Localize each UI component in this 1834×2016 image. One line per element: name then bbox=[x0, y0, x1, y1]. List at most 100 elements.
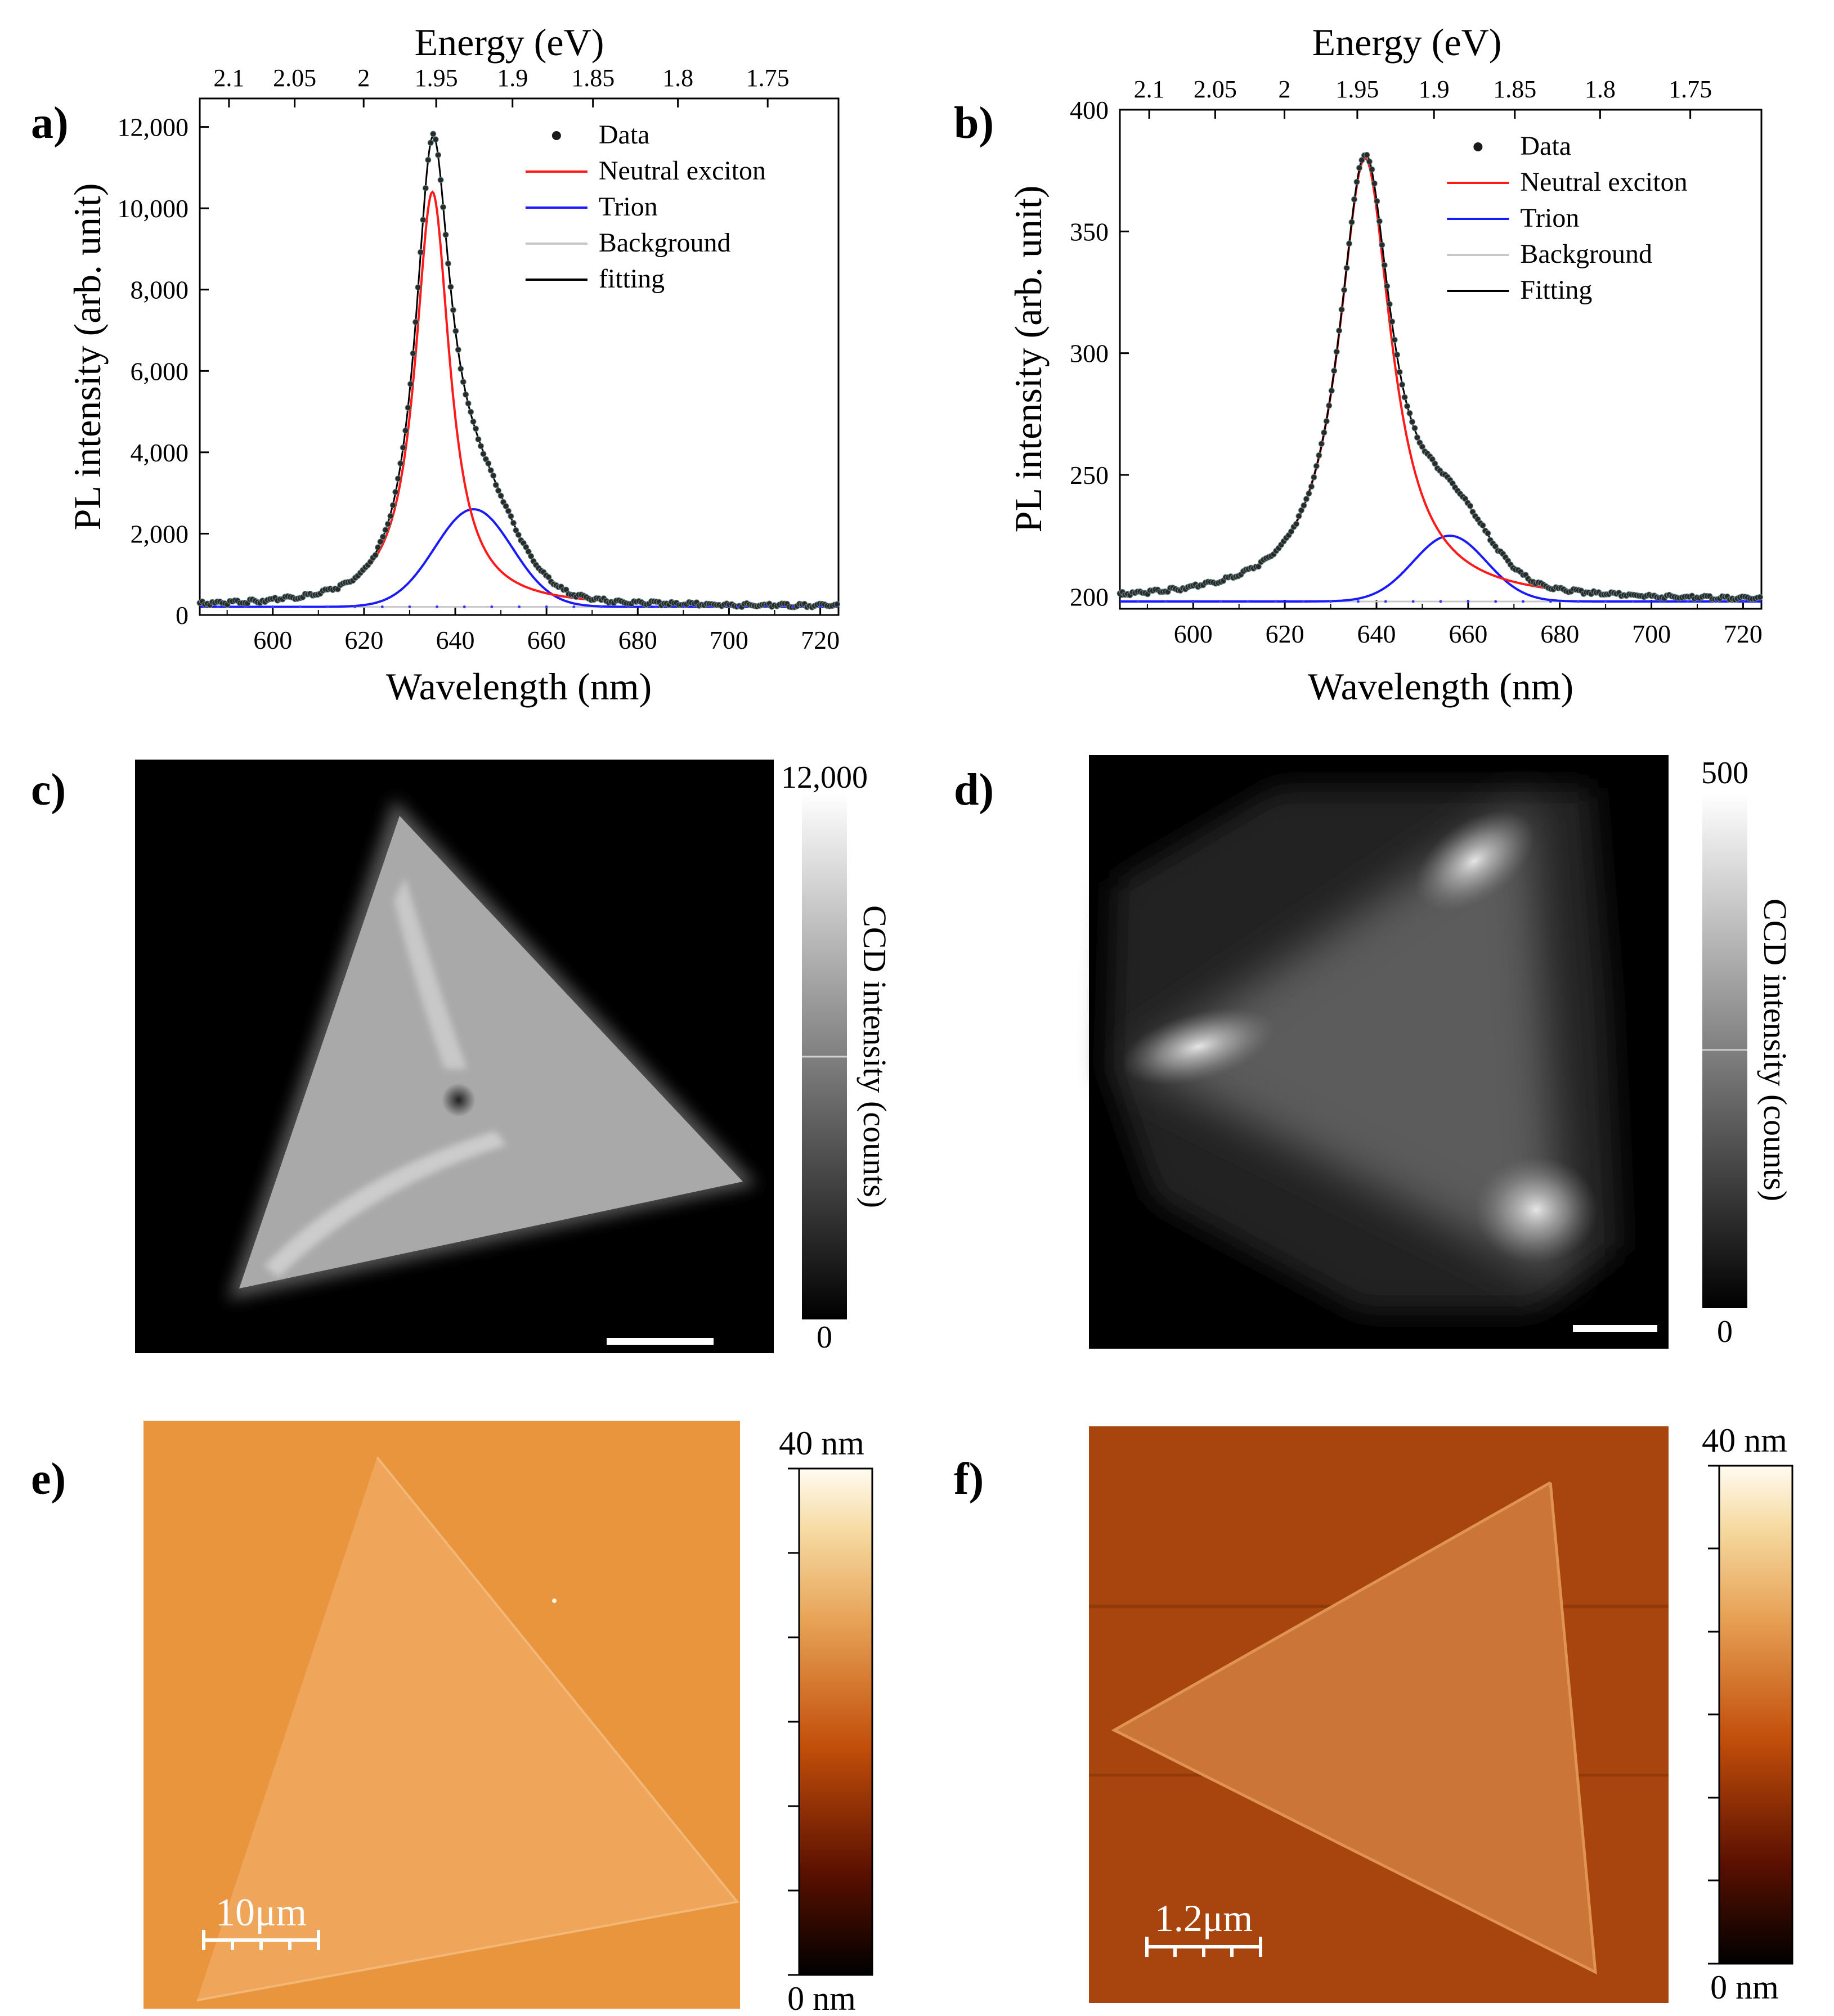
data-point bbox=[372, 552, 379, 559]
baseline-marker bbox=[1302, 600, 1305, 603]
colorbar-title: CCD intensity (counts) bbox=[1757, 899, 1793, 1201]
baseline-marker bbox=[1411, 600, 1415, 603]
afm-map-f: 1.2μm 40 nm 0 nm bbox=[1089, 1422, 1793, 2006]
data-point bbox=[1318, 441, 1325, 447]
data-point bbox=[508, 513, 514, 519]
baseline-marker bbox=[572, 605, 576, 609]
y-tick-label: 4,000 bbox=[131, 438, 189, 467]
data-point bbox=[1485, 530, 1491, 537]
data-point bbox=[397, 460, 404, 467]
baseline-marker bbox=[1356, 600, 1360, 603]
data-point bbox=[1346, 240, 1352, 247]
data-point bbox=[417, 249, 424, 255]
baseline-marker bbox=[1384, 600, 1387, 603]
data-point bbox=[1328, 387, 1335, 394]
data-point bbox=[452, 327, 459, 334]
data-point bbox=[384, 520, 391, 527]
top-tick-label: 1.9 bbox=[497, 64, 528, 92]
colorbar-max-label: 12,000 bbox=[781, 760, 868, 795]
top-tick-label: 1.9 bbox=[1419, 75, 1450, 103]
data-point bbox=[1432, 460, 1438, 467]
baseline-marker bbox=[791, 605, 795, 609]
curves bbox=[1119, 152, 1761, 603]
flake-triangle bbox=[1114, 1483, 1595, 1972]
colorbar-ticks bbox=[1708, 1465, 1719, 1965]
data-point bbox=[1374, 198, 1380, 204]
data-point bbox=[1379, 241, 1385, 248]
top-tick-label: 2.1 bbox=[1134, 75, 1165, 103]
y-axis-label: PL intensity (arb. unit) bbox=[66, 183, 109, 531]
trion-curve bbox=[200, 508, 838, 608]
data-point bbox=[505, 508, 512, 514]
baseline-marker bbox=[518, 605, 521, 609]
x-tick-label: 700 bbox=[1632, 619, 1671, 648]
baseline-marker bbox=[1439, 600, 1442, 603]
data-point bbox=[377, 538, 384, 545]
data-point bbox=[503, 503, 509, 510]
data-point bbox=[1288, 528, 1294, 535]
y-tick-label: 2,000 bbox=[131, 519, 189, 548]
top-axis-label: Energy (eV) bbox=[1312, 21, 1502, 64]
data-points bbox=[196, 131, 841, 610]
data-point bbox=[420, 217, 427, 223]
data-point bbox=[415, 284, 421, 291]
axis-ticks: 600 620 640 660 680 700 720 0 2,000 4,000 6,000 8,0… bbox=[118, 64, 840, 654]
data-point bbox=[432, 136, 439, 143]
colorbar bbox=[1718, 1465, 1793, 1965]
panel-label-f: f) bbox=[954, 1454, 984, 1504]
plot-frame bbox=[199, 97, 840, 616]
flake-edge bbox=[196, 1456, 739, 2001]
legend-label: Neutral exciton bbox=[599, 156, 766, 186]
corner-glow-bottom bbox=[1474, 1156, 1598, 1263]
y-tick-label: 12,000 bbox=[118, 113, 189, 142]
data-point bbox=[1348, 219, 1355, 226]
data-point bbox=[1409, 419, 1415, 425]
top-tick-label: 1.95 bbox=[415, 64, 458, 92]
legend-label: Fitting bbox=[1520, 275, 1592, 305]
data-point bbox=[430, 131, 437, 137]
data-point bbox=[1308, 483, 1315, 490]
pl-map-c: 12,000 0 CCD intensity (counts) bbox=[135, 760, 893, 1355]
legend-label: Trion bbox=[599, 192, 658, 222]
baseline-marker bbox=[1576, 600, 1580, 603]
data-point bbox=[435, 152, 442, 158]
top-axis-label: Energy (eV) bbox=[415, 21, 604, 64]
baseline-marker bbox=[1329, 600, 1333, 603]
baseline-marker bbox=[408, 605, 411, 609]
top-tick-label: 1.75 bbox=[746, 64, 790, 92]
y-tick-label: 350 bbox=[1070, 217, 1109, 246]
data-point bbox=[497, 492, 504, 499]
baseline-marker bbox=[353, 605, 357, 609]
y-axis-label: PL intensity (arb. unit) bbox=[1007, 186, 1050, 533]
data-point bbox=[394, 475, 401, 482]
data-point bbox=[412, 318, 419, 325]
data-point bbox=[389, 502, 396, 509]
panel-label-c: c) bbox=[31, 765, 66, 815]
colorbar-max-label: 40 nm bbox=[1702, 1422, 1787, 1459]
data-point bbox=[1313, 463, 1320, 469]
baseline-marker bbox=[1687, 600, 1690, 603]
panel-label-d: d) bbox=[954, 765, 994, 815]
data-point bbox=[1414, 434, 1420, 441]
x-tick-label: 600 bbox=[253, 626, 292, 654]
top-tick-label: 2 bbox=[1278, 75, 1290, 103]
data-point bbox=[375, 544, 382, 551]
data-point bbox=[528, 553, 535, 559]
scale-bar bbox=[1573, 1325, 1657, 1332]
baseline-marker bbox=[819, 605, 822, 609]
data-point bbox=[400, 444, 406, 451]
data-point bbox=[422, 185, 429, 191]
neutral-exciton-curve bbox=[199, 190, 838, 607]
legend-marker bbox=[551, 131, 561, 140]
baseline-marker bbox=[681, 605, 685, 609]
baseline-marker bbox=[1164, 600, 1167, 603]
data-point bbox=[1301, 502, 1307, 509]
trion-curve bbox=[1120, 535, 1761, 603]
data-point bbox=[1479, 522, 1486, 529]
data-point bbox=[465, 400, 472, 407]
data-point bbox=[492, 482, 499, 488]
data-point bbox=[1364, 151, 1370, 158]
baseline-marker bbox=[1246, 600, 1250, 603]
legend-label: Trion bbox=[1520, 203, 1579, 233]
colorbar-min-label: 0 bbox=[817, 1320, 832, 1355]
